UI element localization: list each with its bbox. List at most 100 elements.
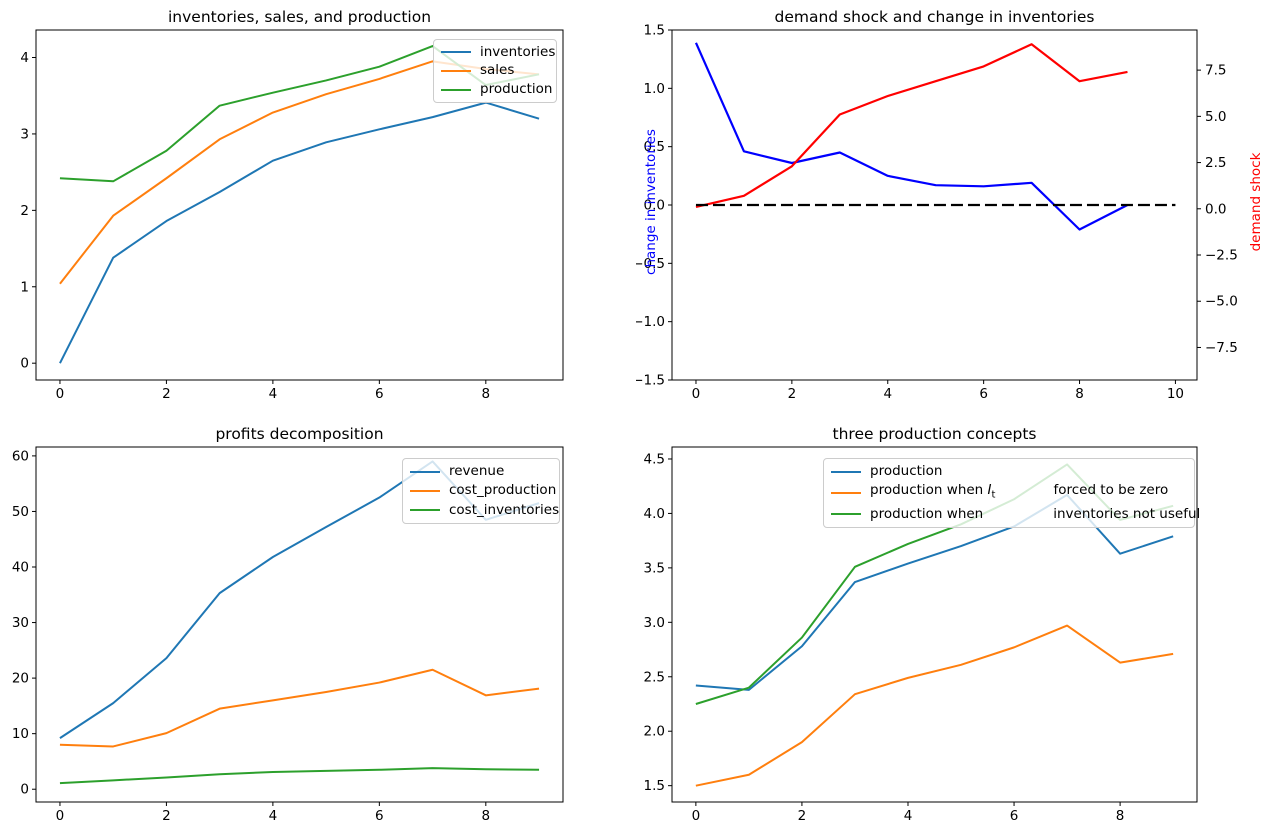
x-tick-label: 6 (1010, 808, 1019, 824)
y-axis-label-right: demand shock (1248, 152, 1264, 252)
x-tick-label: 8 (1075, 386, 1084, 402)
series-line-change-in-inventories (694, 42, 1128, 231)
x-tick-label: 10 (1167, 386, 1184, 402)
x-tick-label: 6 (979, 386, 988, 402)
y-tick-label: 1.5 (644, 23, 665, 39)
y-tick-label: 3.5 (644, 560, 665, 576)
legend-label-gap (983, 517, 1053, 518)
series-line-demand-shock (695, 43, 1128, 209)
math-subscript: t (991, 489, 996, 501)
legend-line-swatch (831, 491, 861, 494)
x-tick-label: 4 (904, 808, 913, 824)
legend: revenue cost_production cost_inventories (402, 458, 560, 524)
y-tick-label: 0.5 (644, 139, 665, 155)
x-tick-label: 4 (883, 386, 892, 402)
x-tick-label: 0 (692, 808, 701, 824)
x-tick-label: 8 (482, 386, 491, 402)
legend-line-swatch (410, 509, 440, 512)
y-tick-label: 2 (20, 203, 29, 219)
y-tick-label: 30 (12, 615, 29, 631)
legend: production production when It forced to be… (823, 458, 1200, 528)
legend-item: production when It forced to be zero (831, 482, 1187, 504)
axes-frame (35, 29, 564, 381)
x-tick-label: 2 (162, 808, 171, 824)
series-line-inventories (59, 101, 540, 364)
y-tick-label: 2.5 (644, 669, 665, 685)
subplot-three-production-concepts: 0 2 4 6 8 1.5 2.0 2.5 3.0 3.5 4.0 4.5 three product… (636, 417, 1272, 834)
plot-area-demand-shock: 0 2 4 6 8 10 1.5 1.0 0.5 0.0 −0.5 −1.0 −1.5 7.5 5.0 2.5… (636, 23, 1238, 403)
y-tick-label: −1.0 (636, 314, 665, 330)
legend-item: cost_production (410, 482, 556, 499)
legend-item: production when inventories not useful (831, 506, 1200, 523)
series-line-production-when-i_t-forced-to-be-zero (695, 624, 1174, 787)
y-tick-label: 50 (12, 504, 29, 520)
x-tick-label: 2 (788, 386, 797, 402)
x-tick-label: 8 (482, 808, 491, 824)
x-tick-label: 8 (1116, 808, 1125, 824)
legend-line-swatch (410, 470, 440, 473)
legend-item: cost_inventories (410, 502, 559, 519)
x-tick-label: 6 (375, 386, 384, 402)
legend-label: production (480, 81, 553, 98)
y-tick-label: 2.0 (644, 724, 665, 740)
legend-item: inventories (441, 44, 555, 61)
series-line-cost_inventories (59, 767, 540, 785)
y-tick-label: 4 (20, 50, 29, 66)
x-tick-label: 2 (798, 808, 807, 824)
plot-area-inventories-sales-production: 0 2 4 6 8 0 1 2 3 4 (20, 29, 564, 402)
math-base: I (987, 482, 992, 499)
x-tick-label: 0 (56, 386, 65, 402)
y-tick-label: 20 (12, 671, 29, 687)
axes-frame (35, 446, 564, 803)
legend-line-swatch (831, 513, 861, 516)
legend-label: cost_production (449, 482, 557, 499)
y-tick-label: −0.5 (636, 256, 665, 272)
y-tick-label: 0.0 (644, 198, 665, 214)
y-tick-label: 1.5 (644, 778, 665, 794)
subplot-demand-shock: 0 2 4 6 8 10 1.5 1.0 0.5 0.0 −0.5 −1.0 −1.5 7.5 5.0 2.5… (636, 0, 1272, 417)
legend-item: production (831, 463, 1187, 480)
legend-line-swatch (441, 51, 471, 54)
legend-item: sales (441, 62, 549, 79)
subplot-inventories-sales-production: 0 2 4 6 8 0 1 2 3 4 inventories, sales, and produ… (0, 0, 636, 417)
y-tick-right-label: 7.5 (1205, 63, 1226, 79)
chart-title: demand shock and change in inventories (774, 8, 1095, 26)
math-symbol: It (987, 482, 996, 501)
series-line-cost_production (59, 668, 540, 748)
legend-label: inventories (480, 43, 556, 60)
y-tick-right-label: −7.5 (1205, 340, 1238, 356)
chart-title: profits decomposition (215, 425, 384, 443)
chart-title: three production concepts (832, 425, 1037, 443)
legend-label: production (870, 463, 943, 480)
y-tick-right-label: −2.5 (1205, 248, 1238, 264)
legend-line-swatch (831, 470, 861, 473)
y-axis-label-left: change in inventories (643, 129, 659, 275)
y-tick-label: 60 (12, 448, 29, 464)
legend-line-swatch (410, 489, 440, 492)
legend: inventories sales production (433, 39, 557, 103)
y-tick-label: 3 (20, 126, 29, 142)
legend-label: revenue (449, 463, 505, 480)
chart-title: inventories, sales, and production (167, 8, 432, 26)
plot-area-three-production-concepts: 0 2 4 6 8 1.5 2.0 2.5 3.0 3.5 4.0 4.5 (644, 446, 1198, 824)
y-tick-label: 40 (12, 560, 29, 576)
y-tick-label: 0 (20, 356, 29, 372)
y-tick-label: 1 (20, 279, 29, 295)
x-tick-label: 4 (269, 808, 278, 824)
legend-label: cost_inventories (449, 501, 560, 518)
y-tick-label: 1.0 (644, 81, 665, 97)
legend-label-gap (995, 493, 1053, 494)
x-tick-label: 4 (269, 386, 278, 402)
y-tick-label: −1.5 (636, 373, 665, 389)
y-tick-right-label: 0.0 (1205, 201, 1226, 217)
axes-frame (671, 446, 1198, 803)
y-tick-label: 10 (12, 726, 29, 742)
x-tick-label: 2 (162, 386, 171, 402)
y-tick-right-label: 5.0 (1205, 109, 1226, 125)
y-tick-label: 0 (20, 782, 29, 798)
legend-line-swatch (441, 69, 471, 72)
y-tick-right-label: 2.5 (1205, 155, 1226, 171)
y-tick-label: 3.0 (644, 615, 665, 631)
legend-item: revenue (410, 463, 552, 480)
